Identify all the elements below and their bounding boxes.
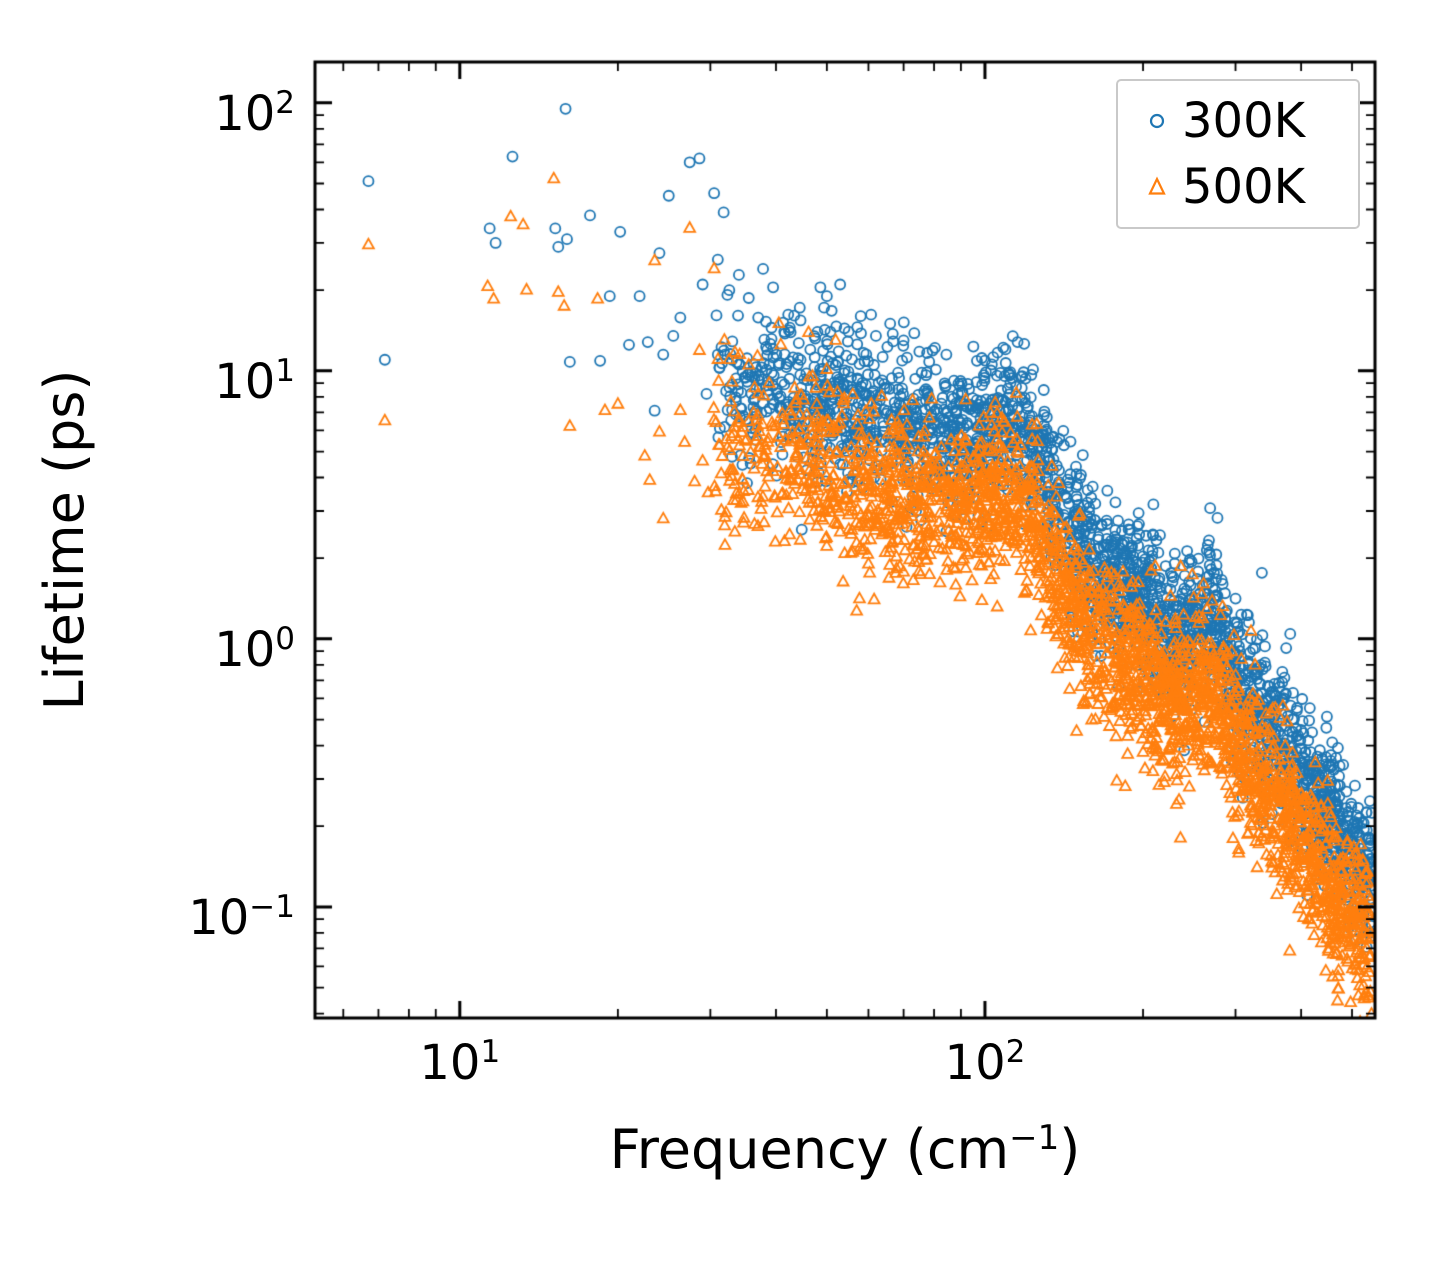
x-axis-label-exponent: −1: [1009, 1118, 1060, 1158]
legend-label-300k: 300K: [1182, 93, 1306, 149]
y-tick-label: 102: [214, 84, 295, 142]
legend-entry-300k: 300K: [1128, 95, 1348, 147]
x-axis-label-close: ): [1059, 1118, 1081, 1181]
legend-entry-500k: 500K: [1128, 161, 1348, 213]
y-axis-label: Lifetime (ps): [33, 369, 96, 711]
x-axis-label: Frequency (cm−1): [315, 1118, 1375, 1181]
y-tick-label: 100: [214, 620, 295, 678]
legend-circle-marker-icon: [1149, 113, 1165, 129]
x-axis-label-text: Frequency (cm: [609, 1118, 1010, 1181]
legend-label-500k: 500K: [1182, 159, 1306, 215]
x-tick-label: 101: [419, 1034, 501, 1091]
x-tick-label: 102: [944, 1034, 1026, 1091]
y-tick-label: 101: [214, 352, 295, 410]
y-tick-label: 10−1: [188, 888, 295, 946]
legend-triangle-marker-icon: [1148, 176, 1166, 195]
legend: 300K 500K: [1116, 79, 1360, 229]
